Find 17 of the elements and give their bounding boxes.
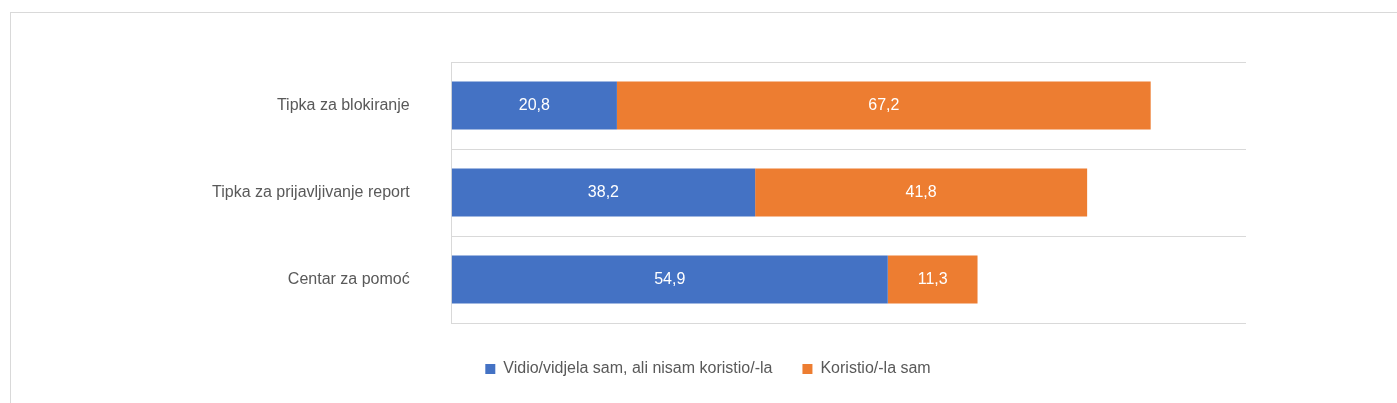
legend-label: Vidio/vidjela sam, ali nisam koristio/-la <box>503 359 773 377</box>
data-label: 54,9 <box>654 269 686 287</box>
legend-label: Koristio/-la sam <box>820 359 931 377</box>
y-tick-label: Centar za pomoć <box>287 269 410 287</box>
data-label: 20,8 <box>518 95 550 113</box>
bar <box>887 255 978 304</box>
data-label: 67,2 <box>868 95 900 113</box>
y-tick-label: Tipka za prijavljivanje report <box>211 182 411 200</box>
data-label: 11,3 <box>917 269 948 287</box>
bar <box>451 168 756 217</box>
bar <box>616 81 1151 130</box>
bar <box>451 255 888 304</box>
data-label: 41,8 <box>905 182 937 200</box>
data-label: 38,2 <box>587 182 620 200</box>
bar <box>755 168 1088 217</box>
y-tick-label: Tipka za blokiranje <box>276 95 410 113</box>
bar <box>451 81 617 130</box>
